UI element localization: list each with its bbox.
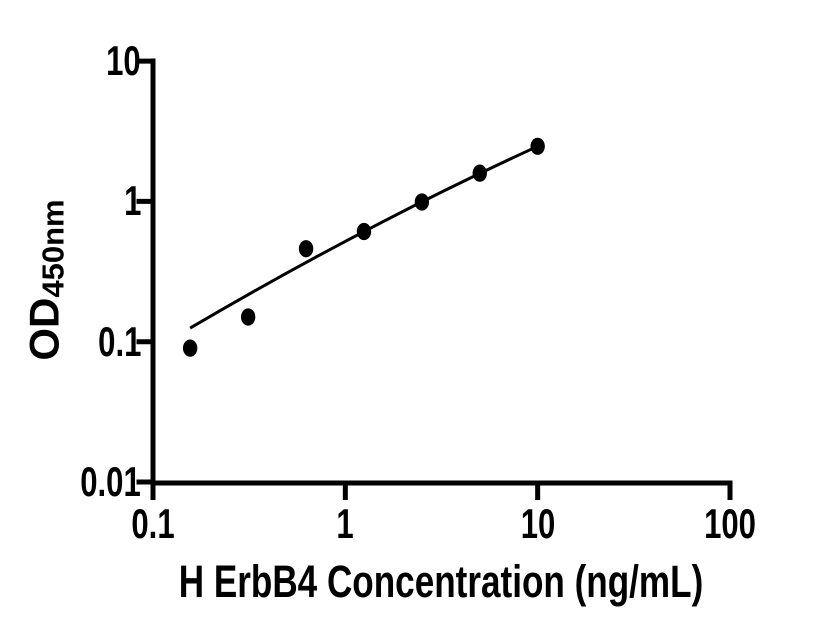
data-point	[298, 240, 314, 258]
x-axis-title: H ErbB4 Concentration (ng/mL)	[105, 556, 778, 608]
x-tick-label: 10	[514, 502, 561, 546]
x-tick-label: 0.1	[124, 502, 182, 546]
y-tick-label: 1	[21, 179, 141, 223]
y-tick-label: 0.01	[21, 460, 141, 504]
y-tick-label-text: 0.1	[97, 317, 141, 365]
data-point	[182, 339, 198, 357]
x-tick-label-text: 1	[336, 500, 354, 547]
data-point	[414, 193, 430, 211]
data-point	[240, 308, 256, 326]
x-tick-label: 100	[695, 502, 765, 546]
data-point	[472, 164, 487, 182]
x-tick-label-text: 0.1	[131, 500, 175, 547]
y-tick-label-text: 0.01	[80, 458, 141, 505]
data-point	[356, 222, 372, 241]
x-tick-label: 1	[334, 502, 357, 546]
y-tick-label: 0.1	[21, 317, 141, 365]
y-tick-label-text: 10	[106, 37, 141, 85]
y-tick-label: 10	[21, 39, 141, 83]
x-tick-label-text: 100	[704, 500, 756, 547]
data-point	[530, 137, 545, 155]
x-tick-label-text: 10	[520, 500, 555, 547]
y-tick-label-text: 1	[123, 177, 141, 225]
x-axis-title-text: H ErbB4 Concentration (ng/mL)	[178, 556, 704, 607]
